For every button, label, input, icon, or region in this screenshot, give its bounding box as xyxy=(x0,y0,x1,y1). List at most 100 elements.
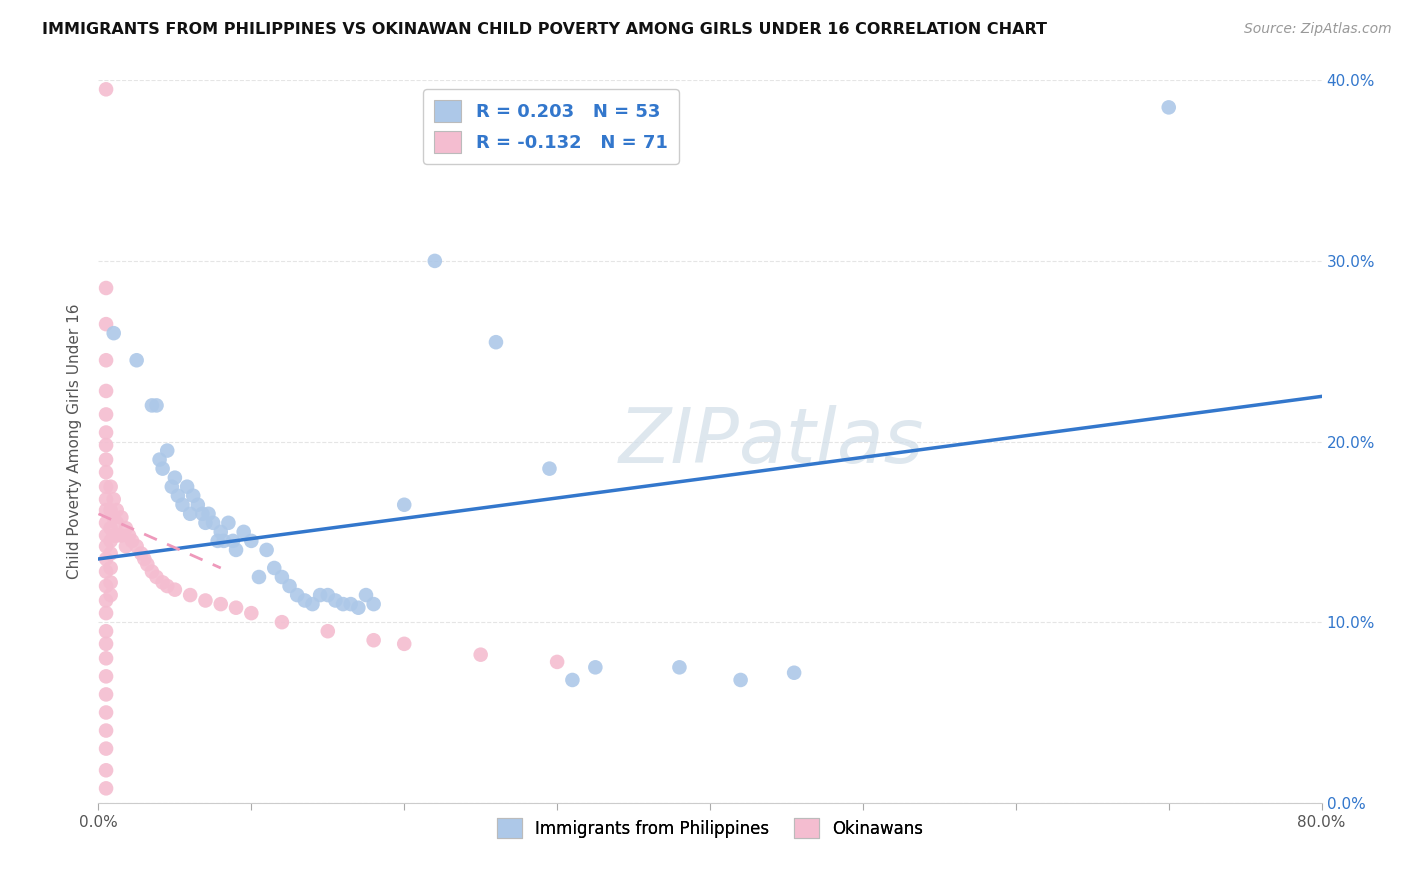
Point xyxy=(583,660,606,674)
Point xyxy=(105,503,128,517)
Point xyxy=(94,669,117,683)
Point xyxy=(152,461,174,475)
Point xyxy=(316,588,339,602)
Point xyxy=(156,579,179,593)
Point xyxy=(163,471,186,485)
Text: IMMIGRANTS FROM PHILIPPINES VS OKINAWAN CHILD POVERTY AMONG GIRLS UNDER 16 CORRE: IMMIGRANTS FROM PHILIPPINES VS OKINAWAN … xyxy=(42,22,1047,37)
Point xyxy=(197,507,219,521)
Point xyxy=(270,570,292,584)
Point xyxy=(152,575,174,590)
Point xyxy=(247,570,270,584)
Point xyxy=(225,542,247,557)
Point xyxy=(145,398,167,412)
Point xyxy=(103,510,125,524)
Point xyxy=(94,353,117,368)
Point xyxy=(470,648,492,662)
Point xyxy=(94,480,117,494)
Point xyxy=(256,542,278,557)
Point xyxy=(94,624,117,639)
Point xyxy=(94,687,117,701)
Point xyxy=(94,781,117,796)
Point xyxy=(209,524,232,539)
Point xyxy=(309,588,332,602)
Y-axis label: Child Poverty Among Girls Under 16: Child Poverty Among Girls Under 16 xyxy=(67,304,83,579)
Point xyxy=(94,706,117,720)
Point xyxy=(94,593,117,607)
Point xyxy=(240,533,263,548)
Point xyxy=(191,507,214,521)
Point xyxy=(339,597,361,611)
Point xyxy=(270,615,292,630)
Point xyxy=(94,637,117,651)
Point xyxy=(94,492,117,507)
Point xyxy=(363,633,385,648)
Point xyxy=(141,565,163,579)
Point xyxy=(94,651,117,665)
Point xyxy=(212,533,235,548)
Point xyxy=(103,326,125,340)
Point xyxy=(94,552,117,566)
Point xyxy=(194,593,217,607)
Point xyxy=(94,503,117,517)
Point xyxy=(94,723,117,738)
Point xyxy=(172,498,194,512)
Point xyxy=(125,539,148,553)
Point xyxy=(167,489,190,503)
Point xyxy=(1157,100,1180,114)
Point xyxy=(125,353,148,368)
Point xyxy=(354,588,377,602)
Point xyxy=(100,533,122,548)
Point xyxy=(149,452,172,467)
Point xyxy=(94,384,117,398)
Point xyxy=(316,624,339,639)
Point xyxy=(100,480,122,494)
Point xyxy=(240,606,263,620)
Point xyxy=(94,741,117,756)
Point xyxy=(163,582,186,597)
Point xyxy=(94,516,117,530)
Point xyxy=(94,408,117,422)
Point xyxy=(141,398,163,412)
Point xyxy=(485,335,508,350)
Point xyxy=(94,565,117,579)
Point xyxy=(110,510,132,524)
Point xyxy=(392,498,416,512)
Point xyxy=(179,507,201,521)
Point xyxy=(668,660,690,674)
Point xyxy=(263,561,285,575)
Point xyxy=(100,561,122,575)
Point xyxy=(94,465,117,479)
Point xyxy=(332,597,354,611)
Point xyxy=(94,528,117,542)
Point xyxy=(134,552,156,566)
Point xyxy=(105,516,128,530)
Point xyxy=(105,528,128,542)
Point xyxy=(294,593,316,607)
Point xyxy=(145,570,167,584)
Point xyxy=(100,521,122,535)
Point xyxy=(100,588,122,602)
Point xyxy=(225,600,247,615)
Point xyxy=(121,533,143,548)
Point xyxy=(217,516,239,530)
Point xyxy=(136,558,159,572)
Point xyxy=(94,606,117,620)
Point xyxy=(94,764,117,778)
Point xyxy=(94,452,117,467)
Point xyxy=(115,521,138,535)
Legend: Immigrants from Philippines, Okinawans: Immigrants from Philippines, Okinawans xyxy=(489,812,931,845)
Point xyxy=(538,461,561,475)
Point xyxy=(156,443,179,458)
Point xyxy=(94,425,117,440)
Point xyxy=(546,655,568,669)
Point xyxy=(94,579,117,593)
Point xyxy=(179,588,201,602)
Point xyxy=(115,539,138,553)
Point xyxy=(94,539,117,553)
Point xyxy=(94,281,117,295)
Point xyxy=(103,492,125,507)
Point xyxy=(783,665,806,680)
Point xyxy=(392,637,416,651)
Point xyxy=(129,547,152,561)
Point xyxy=(347,600,370,615)
